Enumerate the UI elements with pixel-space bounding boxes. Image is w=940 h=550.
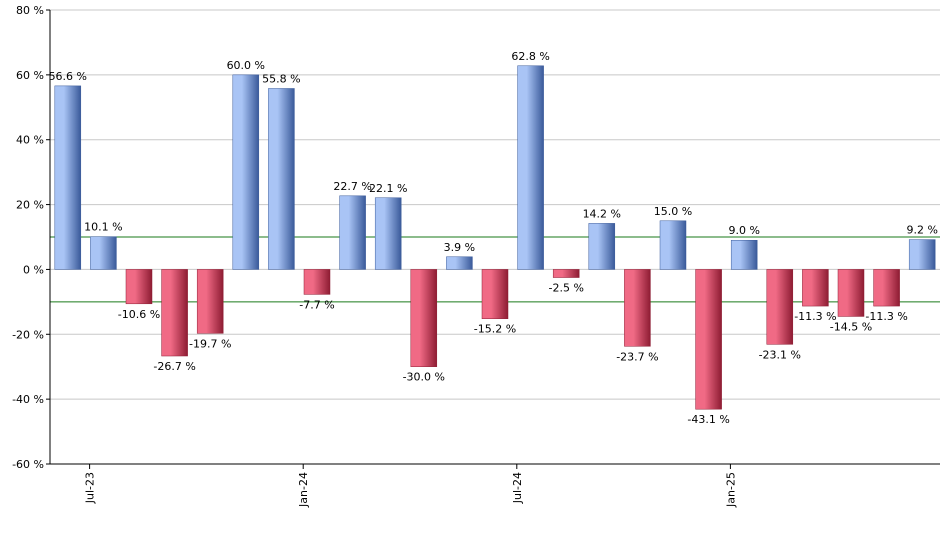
bar [730,239,758,270]
data-labels: 56.6 % 10.1 % -10.6 % -26.7 % -19.7 % 60.0 %5… [49,50,938,426]
y-tick-label: 60 % [16,69,44,82]
bar [125,269,153,305]
y-tick-label: -40 % [12,393,44,406]
y-tick-label: -60 % [12,458,44,471]
data-label: -23.7 % [616,350,658,363]
data-label: -19.7 % [189,337,231,350]
bar [90,236,117,270]
bar [446,256,473,270]
data-label: 55.8 % [262,72,300,85]
bar [268,88,295,270]
bar [410,269,438,367]
bars [54,65,936,410]
data-label: 9.2 % [906,224,937,237]
data-label: 62.8 % [511,50,549,63]
y-tick-label: 40 % [16,134,44,147]
data-label: -43.1 % [687,413,729,426]
data-label: -15.2 % [474,323,516,336]
data-label: -14.5 % [830,320,872,333]
x-tick-label: Jan-25 [724,472,737,508]
data-label: -2.5 % [548,282,583,295]
data-label: 3.9 % [444,241,475,254]
data-label: 9.0 % [728,224,759,237]
bar [837,269,865,317]
y-tick-label: 0 % [23,263,44,276]
x-axis-ticks: Jul-23 Jan-24 Jul-24 Jan-25 [84,464,737,508]
y-tick-label: -20 % [12,328,44,341]
x-tick-label: Jul-24 [511,472,524,504]
bar [196,269,224,334]
data-label: 10.1 % [84,221,122,234]
data-label: -7.7 % [299,298,334,311]
bar [481,269,509,319]
bar [161,269,188,357]
data-label: 22.7 % [333,180,371,193]
data-label: 56.6 % [49,70,87,83]
data-label: 15.0 % [654,205,692,218]
bar [303,269,331,295]
data-label: -26.7 % [153,360,195,373]
data-label: -11.3 % [794,310,836,323]
bar [339,195,366,270]
bar [232,74,260,270]
data-label: 60.0 % [227,59,265,72]
y-tick-label: 80 % [16,4,44,17]
data-label: -30.0 % [403,371,445,384]
data-label: -11.3 % [865,310,907,323]
data-label: 14.2 % [583,207,621,220]
bar [802,269,829,307]
bar [873,269,900,307]
y-axis-ticks: -60 % -40 % -20 % 0 % 20 % 40 % 60 % 80 % [12,4,50,471]
bar [374,197,402,270]
data-label: 22.1 % [369,182,407,195]
axes [49,10,940,465]
bar [552,269,580,278]
bar [908,239,936,270]
bar [624,269,651,347]
bar [588,223,616,270]
bar [659,220,687,270]
y-tick-label: 20 % [16,199,44,212]
x-tick-label: Jul-23 [84,472,97,504]
bar [54,85,82,270]
bar [766,269,794,345]
data-label: -23.1 % [759,348,801,361]
bar [695,269,722,410]
bar [517,65,544,270]
x-tick-label: Jan-24 [297,472,310,508]
data-label: -10.6 % [118,308,160,321]
